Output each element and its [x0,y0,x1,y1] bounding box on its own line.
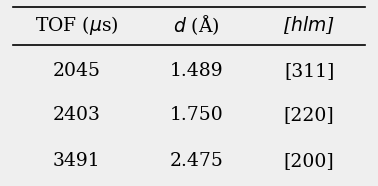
Text: TOF ($\mu$s): TOF ($\mu$s) [35,14,118,37]
Text: [311]: [311] [284,62,334,80]
Text: 1.750: 1.750 [170,106,223,124]
Text: 2403: 2403 [53,106,101,124]
Text: 3491: 3491 [53,152,100,170]
Text: 2.475: 2.475 [170,152,223,170]
Text: [$hlm$]: [$hlm$] [283,14,335,36]
Text: 1.489: 1.489 [170,62,223,80]
Text: 2045: 2045 [53,62,101,80]
Text: [220]: [220] [284,106,335,124]
Text: [200]: [200] [284,152,335,170]
Text: $d$ (Å): $d$ (Å) [173,13,220,37]
